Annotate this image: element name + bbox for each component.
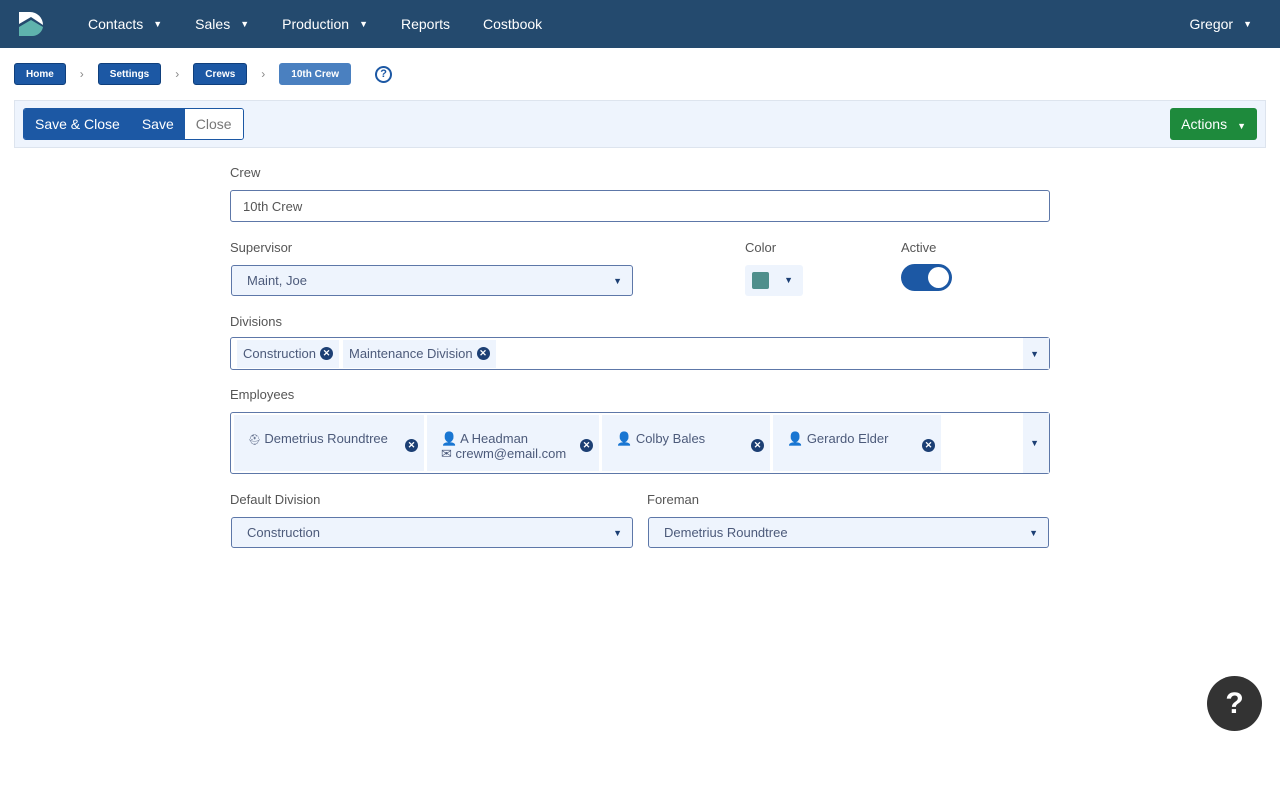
breadcrumb-current: 10th Crew [279, 63, 352, 85]
foreman-select[interactable]: Demetrius Roundtree ▼ [648, 517, 1049, 548]
logo-icon[interactable] [18, 11, 44, 37]
division-tag: Construction ✕ [237, 339, 339, 368]
default-division-select[interactable]: Construction ▼ [231, 517, 633, 548]
employee-name: Demetrius Roundtree [264, 431, 388, 446]
user-icon: 👤 [441, 431, 458, 446]
tag-label: Construction [243, 346, 316, 361]
envelope-icon: ✉ [441, 446, 452, 461]
nav-label: Production [282, 16, 350, 32]
employee-name: Colby Bales [635, 431, 706, 446]
employees-multiselect[interactable]: ⛑ Demetrius Roundtree ✕ 👤 A Headman ✉ crew… [230, 412, 1050, 474]
tag-label: Maintenance Division [348, 346, 473, 361]
caret-down-icon: ▼ [784, 275, 793, 285]
nav-production[interactable]: Production ▼ [282, 16, 368, 32]
caret-down-icon: ▼ [240, 19, 250, 29]
crew-input[interactable]: 10th Crew [230, 190, 1050, 222]
supervisor-value: Maint, Joe [247, 273, 307, 288]
breadcrumb: Home › Settings › Crews › 10th Crew ? [0, 48, 1280, 100]
actions-button[interactable]: Actions ▼ [1170, 108, 1257, 140]
user-icon: 👤 [787, 431, 804, 446]
caret-down-icon: ▼ [613, 275, 622, 286]
breadcrumb-settings[interactable]: Settings [97, 63, 162, 85]
user-icon: 👤 [616, 431, 633, 446]
employee-tag: ⛑ Demetrius Roundtree ✕ [234, 415, 424, 471]
breadcrumb-home[interactable]: Home [14, 63, 66, 85]
remove-icon[interactable]: ✕ [580, 439, 593, 452]
nav-label: Sales [195, 16, 231, 32]
crew-value: 10th Crew [243, 198, 303, 214]
nav-costbook[interactable]: Costbook [483, 16, 542, 32]
employee-tag: 👤 Colby Bales ✕ [602, 415, 770, 471]
color-swatch [752, 272, 769, 289]
chevron-right-icon: › [261, 67, 266, 81]
save-close-button[interactable]: Save & Close [24, 109, 131, 139]
employee-name: Gerardo Elder [806, 431, 889, 446]
breadcrumb-crews[interactable]: Crews [193, 63, 248, 85]
caret-down-icon: ▼ [153, 19, 163, 29]
help-fab-button[interactable]: ? [1207, 676, 1262, 731]
remove-icon[interactable]: ✕ [476, 347, 490, 360]
employees-label: Employees [230, 387, 295, 402]
caret-down-icon: ▼ [1237, 121, 1246, 131]
employee-tag: 👤 Gerardo Elder ✕ [773, 415, 941, 471]
foreman-label: Foreman [647, 492, 700, 507]
crew-label: Crew [230, 165, 261, 180]
remove-icon[interactable]: ✕ [922, 439, 935, 452]
actions-label: Actions [1181, 116, 1228, 132]
top-nav: Contacts ▼ Sales ▼ Production ▼ Reports Cos… [0, 0, 1280, 48]
nav-label: Contacts [88, 16, 144, 32]
default-division-value: Construction [247, 525, 320, 540]
active-label: Active [901, 240, 937, 255]
toolbar: Save & Close Save Close Actions ▼ [14, 100, 1266, 148]
chevron-right-icon: › [79, 67, 84, 81]
employee-tag: 👤 A Headman ✉ crewm@email.com ✕ [427, 415, 599, 471]
hard-hat-icon: ⛑ [248, 435, 261, 446]
dropdown-toggle[interactable] [1023, 338, 1049, 369]
user-menu[interactable]: Gregor ▼ [1190, 16, 1253, 32]
save-button[interactable]: Save [130, 109, 185, 139]
employee-name: A Headman [460, 431, 529, 446]
division-tag: Maintenance Division ✕ [342, 339, 496, 368]
remove-icon[interactable]: ✕ [319, 347, 333, 360]
color-label: Color [745, 240, 777, 255]
dropdown-toggle[interactable] [1023, 413, 1049, 473]
user-name: Gregor [1189, 16, 1234, 32]
chevron-right-icon: › [175, 67, 180, 81]
active-toggle[interactable] [901, 264, 952, 291]
caret-down-icon: ▼ [613, 527, 622, 538]
supervisor-select[interactable]: Maint, Joe ▼ [231, 265, 633, 296]
default-division-label: Default Division [230, 492, 321, 507]
caret-down-icon: ▼ [1243, 19, 1252, 29]
nav-contacts[interactable]: Contacts ▼ [88, 16, 162, 32]
caret-down-icon: ▼ [1029, 527, 1038, 538]
nav-sales[interactable]: Sales ▼ [195, 16, 249, 32]
caret-down-icon: ▼ [1030, 348, 1039, 359]
remove-icon[interactable]: ✕ [405, 439, 418, 452]
nav-label: Costbook [483, 16, 543, 32]
caret-down-icon: ▼ [1030, 438, 1039, 448]
foreman-value: Demetrius Roundtree [664, 525, 788, 540]
caret-down-icon: ▼ [359, 19, 368, 29]
help-icon[interactable]: ? [375, 65, 393, 83]
remove-icon[interactable]: ✕ [751, 439, 764, 452]
divisions-label: Divisions [230, 314, 283, 329]
divisions-multiselect[interactable]: Construction ✕ Maintenance Division ✕ ▼ [230, 337, 1050, 370]
button-group: Save & Close Save Close [23, 108, 244, 140]
supervisor-label: Supervisor [230, 240, 293, 255]
nav-reports[interactable]: Reports [401, 16, 450, 32]
close-button[interactable]: Close [184, 109, 243, 139]
color-picker[interactable]: ▼ [745, 265, 803, 296]
employee-email: crewm@email.com [455, 446, 567, 461]
nav-label: Reports [400, 16, 451, 32]
